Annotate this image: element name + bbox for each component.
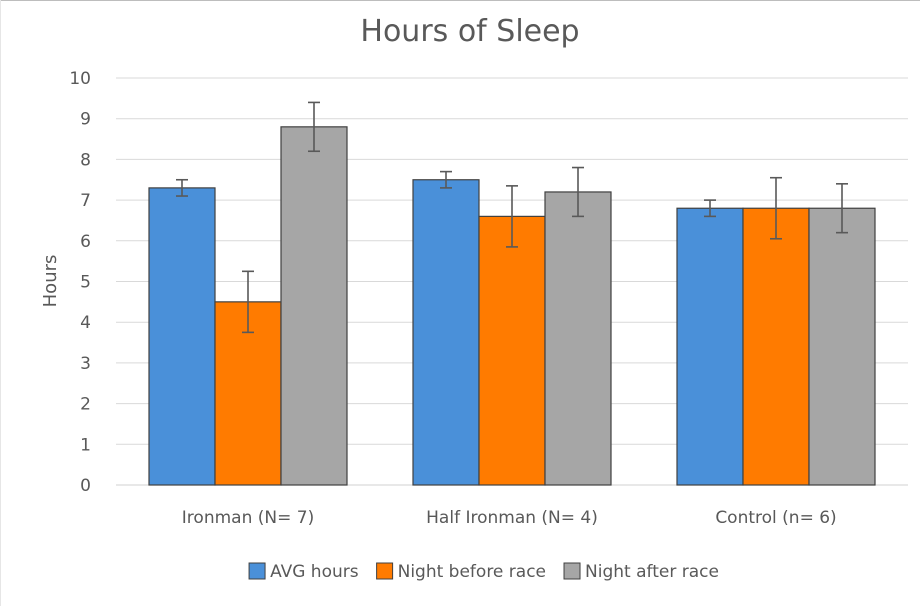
y-tick-label: 4	[80, 313, 91, 333]
bar	[148, 187, 216, 486]
chart-frame-top-border	[0, 0, 920, 1]
y-tick-label: 1	[80, 435, 91, 455]
error-bars	[176, 101, 848, 334]
chart-title: Hours of Sleep	[360, 14, 579, 49]
legend-label: Night before race	[398, 562, 546, 582]
x-tick-labels: Ironman (N= 7) Half Ironman (N= 4) Control…	[182, 508, 837, 528]
y-tick-label: 3	[80, 354, 91, 374]
legend-swatch	[248, 562, 266, 580]
chart-frame-left-border	[0, 0, 1, 606]
bar	[544, 191, 612, 486]
bars	[148, 126, 876, 486]
bar	[742, 207, 810, 486]
y-axis-label: Hours	[40, 255, 61, 308]
y-tick-labels: 0 1 2 3 4 5 6 7 8 9 10	[69, 69, 91, 496]
legend-label: AVG hours	[270, 562, 359, 582]
x-tick-label: Half Ironman (N= 4)	[426, 508, 598, 528]
legend-swatch	[376, 562, 394, 580]
y-tick-label: 7	[80, 191, 91, 211]
y-tick-label: 2	[80, 395, 91, 415]
y-tick-label: 10	[69, 69, 91, 89]
bar	[478, 215, 546, 486]
bar	[412, 179, 480, 486]
legend-label: Night after race	[585, 562, 719, 582]
y-tick-label: 9	[80, 110, 91, 130]
y-tick-label: 8	[80, 150, 91, 170]
bar	[280, 126, 348, 486]
legend: AVG hours Night before race Night after ra…	[248, 562, 719, 582]
y-tick-label: 5	[80, 273, 91, 293]
x-tick-label: Ironman (N= 7)	[182, 508, 314, 528]
bar	[676, 207, 744, 486]
y-tick-label: 6	[80, 232, 91, 252]
x-tick-label: Control (n= 6)	[715, 508, 836, 528]
legend-swatch	[563, 562, 581, 580]
y-tick-label: 0	[80, 476, 91, 496]
bar	[808, 207, 876, 486]
